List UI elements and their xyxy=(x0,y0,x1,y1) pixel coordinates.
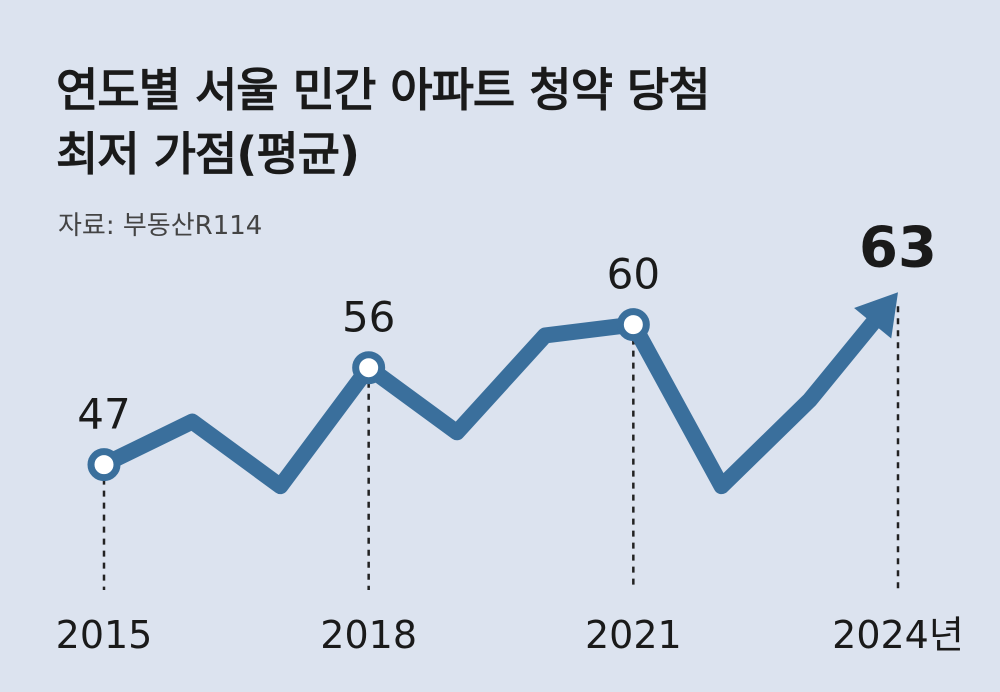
x-tick-label-2021: 2021 xyxy=(585,613,682,657)
series-line xyxy=(96,310,885,495)
x-tick-label-2024: 2024년 xyxy=(832,613,964,657)
x-tick-label-2015: 2015 xyxy=(56,613,153,657)
data-label-2015: 47 xyxy=(77,390,130,439)
title-line-2: 최저 가점(평균) xyxy=(56,127,360,181)
data-label-2018: 56 xyxy=(342,293,395,342)
arrowhead xyxy=(854,292,898,339)
data-point-2015 xyxy=(87,448,121,482)
title-line-1: 연도별 서울 민간 아파트 청약 당첨 xyxy=(56,63,711,117)
data-point-2018 xyxy=(352,351,386,385)
x-tick-label-2018: 2018 xyxy=(320,613,417,657)
source-note: 자료: 부동산R114 xyxy=(58,211,263,241)
data-label-2024: 63 xyxy=(859,215,937,280)
data-label-2021: 60 xyxy=(607,250,660,299)
data-point-2021 xyxy=(616,308,650,342)
chart-title: 연도별 서울 민간 아파트 청약 당첨 최저 가점(평균) xyxy=(56,58,711,186)
